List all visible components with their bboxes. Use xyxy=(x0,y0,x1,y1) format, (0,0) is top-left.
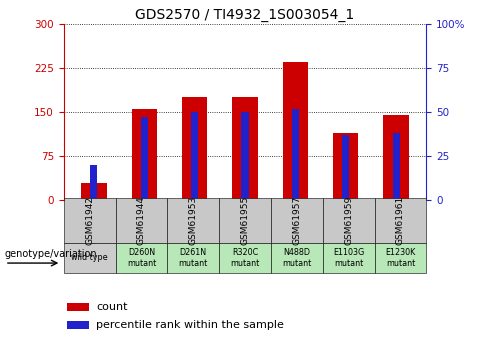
Bar xyxy=(81,183,106,200)
Text: E1103G
mutant: E1103G mutant xyxy=(333,248,364,268)
Text: GSM61959: GSM61959 xyxy=(344,196,353,245)
Bar xyxy=(242,112,248,200)
Text: GSM61955: GSM61955 xyxy=(241,196,249,245)
Text: wild type: wild type xyxy=(71,253,108,263)
Title: GDS2570 / TI4932_1S003054_1: GDS2570 / TI4932_1S003054_1 xyxy=(135,8,355,22)
Bar xyxy=(271,243,323,273)
Text: GSM61953: GSM61953 xyxy=(189,196,197,245)
Bar xyxy=(323,243,374,273)
Text: count: count xyxy=(97,302,128,312)
Bar xyxy=(219,243,271,273)
Text: GSM61944: GSM61944 xyxy=(137,196,146,245)
Text: D261N
mutant: D261N mutant xyxy=(178,248,208,268)
Text: GSM61942: GSM61942 xyxy=(85,196,94,245)
Bar xyxy=(182,97,207,200)
Bar xyxy=(116,243,167,273)
Text: GSM61961: GSM61961 xyxy=(396,196,405,245)
Text: N488D
mutant: N488D mutant xyxy=(282,248,312,268)
Bar xyxy=(232,97,258,200)
Bar xyxy=(271,198,323,243)
Bar xyxy=(283,62,308,200)
Bar xyxy=(67,321,89,329)
Text: percentile rank within the sample: percentile rank within the sample xyxy=(97,320,284,330)
Text: GSM61957: GSM61957 xyxy=(293,196,301,245)
Bar xyxy=(333,132,358,200)
Bar xyxy=(167,243,219,273)
Bar xyxy=(64,243,116,273)
Bar xyxy=(132,109,157,200)
Text: D260N
mutant: D260N mutant xyxy=(127,248,156,268)
Text: genotype/variation: genotype/variation xyxy=(5,249,98,259)
Bar xyxy=(392,133,400,200)
Bar xyxy=(64,198,116,243)
Bar xyxy=(90,165,98,200)
Bar xyxy=(384,115,409,200)
Bar xyxy=(342,135,349,200)
Bar xyxy=(219,198,271,243)
Bar xyxy=(323,198,374,243)
Bar xyxy=(167,198,219,243)
Bar xyxy=(116,198,167,243)
Bar xyxy=(191,112,198,200)
Bar xyxy=(141,117,148,200)
Bar xyxy=(374,243,426,273)
Bar xyxy=(374,198,426,243)
Bar xyxy=(67,303,89,311)
Text: E1230K
mutant: E1230K mutant xyxy=(385,248,416,268)
Bar xyxy=(292,109,299,200)
Text: R320C
mutant: R320C mutant xyxy=(230,248,260,268)
